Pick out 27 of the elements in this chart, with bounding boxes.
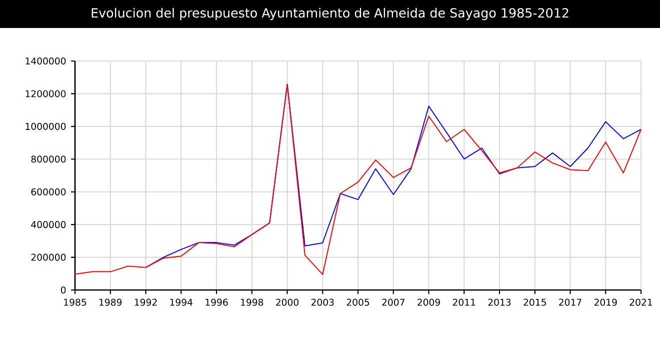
x-tick-label: 2003 [311,298,334,306]
x-tick-label: 2005 [346,298,370,306]
x-tick-label: 1989 [100,298,122,306]
x-tick-label: 1994 [170,298,192,306]
x-tick-label: 2017 [559,298,582,306]
x-tick-label: 2000 [276,298,298,306]
x-tick-label: 2015 [524,298,546,306]
x-tick-label: 1996 [206,298,228,306]
x-tick-label: 1992 [134,298,157,306]
x-tick-label: 2013 [488,298,511,306]
y-tick-label: 1200000 [26,90,66,98]
y-tick-label: 600000 [31,188,66,196]
y-tick-label: 200000 [31,254,66,261]
y-tick-label: 0 [60,286,66,294]
y-tick-label: 400000 [31,221,66,228]
y-tick-label: 800000 [31,156,66,163]
y-tick-label: 1000000 [26,122,66,130]
x-tick-label: 2019 [594,298,617,306]
y-tick-label: 1400000 [26,57,66,65]
x-tick-label: 2009 [418,298,440,306]
x-tick-label: 1985 [64,298,86,306]
chart-title: Evolucion del presupuesto Ayuntamiento de Almeida de Sayago 1985-2012 [92,8,568,20]
x-tick-label: 2007 [382,298,404,306]
x-tick-label: 1998 [241,298,264,306]
x-tick-label: 2021 [630,298,652,306]
x-tick-label: 2011 [452,298,476,306]
line-series [74,84,642,275]
